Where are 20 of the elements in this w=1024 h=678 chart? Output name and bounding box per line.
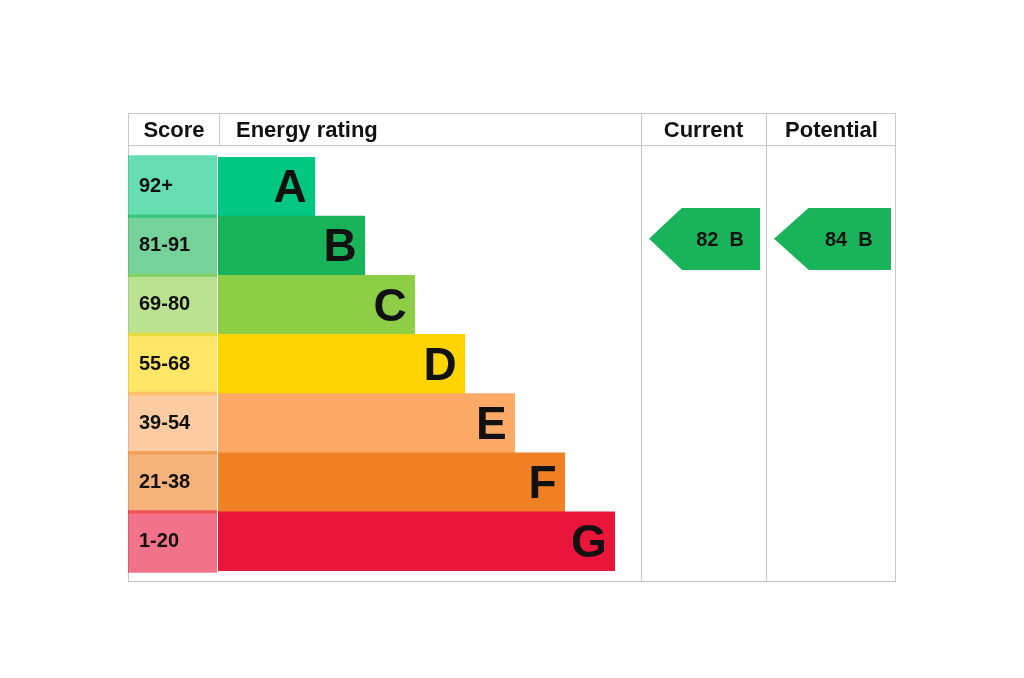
- annotation: A: [273, 160, 307, 213]
- annotation: D: [423, 337, 457, 390]
- annotation: E: [476, 396, 507, 449]
- annotation: B: [323, 219, 357, 272]
- y-tick-label: 1-20: [139, 528, 180, 551]
- annotation: F: [528, 455, 557, 508]
- text: Potential: [784, 116, 879, 144]
- y-tick-label: 39-54: [139, 410, 192, 433]
- y-tick-label: 81-91: [139, 233, 191, 256]
- y-tick-label: 55-68: [139, 351, 191, 374]
- y-axis-title: Score: [142, 116, 206, 144]
- y-tick-label: 92+: [139, 174, 173, 197]
- text: 84 B: [823, 226, 874, 251]
- y-tick-label: 69-80: [139, 292, 191, 315]
- text: Current: [662, 116, 745, 144]
- annotation: C: [373, 278, 407, 331]
- x-axis-title: Energy rating: [236, 116, 378, 144]
- annotation: G: [570, 515, 607, 568]
- y-tick-label: 21-38: [139, 469, 191, 492]
- text: 82 B: [695, 226, 745, 251]
